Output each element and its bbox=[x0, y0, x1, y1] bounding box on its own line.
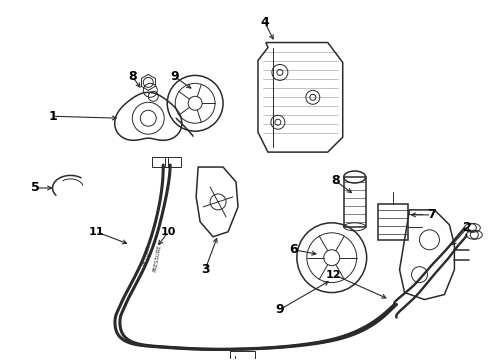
Text: 12: 12 bbox=[326, 270, 342, 280]
Text: 7: 7 bbox=[427, 208, 436, 221]
Text: 3: 3 bbox=[201, 263, 209, 276]
Text: 8: 8 bbox=[331, 175, 340, 188]
Bar bbox=[378, 204, 408, 240]
Text: 2: 2 bbox=[463, 221, 472, 234]
Bar bbox=[343, 177, 366, 227]
Bar bbox=[230, 351, 255, 360]
Bar bbox=[165, 157, 181, 167]
Text: RETURN: RETURN bbox=[143, 244, 151, 266]
Text: 1: 1 bbox=[48, 110, 57, 123]
Text: 9: 9 bbox=[170, 70, 178, 83]
Text: 11: 11 bbox=[89, 227, 104, 237]
Text: 4: 4 bbox=[261, 16, 270, 29]
Text: 6: 6 bbox=[290, 243, 298, 256]
Text: 5: 5 bbox=[31, 181, 40, 194]
Text: 10: 10 bbox=[161, 227, 176, 237]
Bar bbox=[152, 157, 168, 167]
Text: 8: 8 bbox=[128, 70, 137, 83]
Text: PRESSURE: PRESSURE bbox=[152, 244, 162, 272]
Text: 9: 9 bbox=[275, 303, 284, 316]
